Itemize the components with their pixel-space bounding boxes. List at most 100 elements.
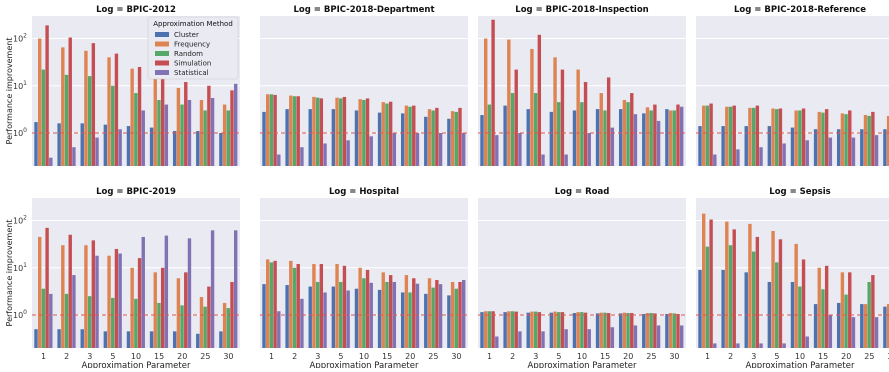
bar-frequency: [771, 231, 775, 348]
bar-random: [269, 262, 274, 348]
bar-simulation: [560, 69, 565, 166]
bar-simulation: [207, 286, 211, 348]
bar-statistical: [118, 129, 122, 166]
legend-title: Approximation Method: [153, 20, 233, 28]
bar-frequency: [863, 304, 868, 348]
bar-frequency: [817, 267, 821, 348]
bar-frequency: [702, 213, 706, 348]
bar-random: [408, 292, 412, 348]
legend-swatch-random: [155, 51, 169, 56]
bar-random: [580, 102, 584, 166]
bar-random: [728, 106, 733, 166]
bar-statistical: [495, 336, 499, 348]
bar-random: [431, 110, 435, 166]
legend-label-frequency: Frequency: [174, 41, 210, 49]
bar-statistical: [851, 137, 856, 166]
x-tick-label: 1: [269, 352, 274, 361]
bar-frequency: [748, 223, 752, 348]
bar-random: [728, 245, 733, 348]
bar-statistical: [233, 230, 238, 348]
bar-simulation: [91, 240, 96, 348]
bar-cluster: [196, 131, 200, 166]
bar-frequency: [748, 107, 752, 166]
bar-cluster: [572, 110, 577, 166]
bar-cluster: [744, 272, 748, 348]
bar-random: [226, 110, 230, 166]
bar-cluster: [860, 129, 864, 166]
bar-frequency: [840, 272, 845, 348]
bar-statistical: [679, 106, 684, 166]
bar-simulation: [653, 313, 657, 348]
bar-cluster: [813, 129, 818, 166]
bar-frequency: [427, 278, 432, 348]
bar-frequency: [886, 115, 889, 166]
x-tick-label: 25: [864, 352, 874, 361]
bar-simulation: [114, 248, 119, 348]
bar-statistical: [72, 275, 76, 348]
bar-simulation: [755, 105, 760, 166]
panel-log-bpic-2018-department: Log = BPIC-2018-Department: [260, 5, 468, 166]
bar-statistical: [679, 325, 684, 348]
x-tick-label: 1: [41, 352, 46, 361]
bar-statistical: [828, 314, 833, 348]
bar-random: [798, 110, 802, 166]
bar-random: [821, 112, 825, 166]
bar-random: [510, 311, 515, 348]
bar-frequency: [38, 38, 42, 166]
bar-statistical: [95, 137, 99, 166]
legend: Approximation Method Cluster FrequencyRand…: [147, 16, 239, 80]
bar-statistical: [587, 329, 591, 348]
bar-statistical: [874, 317, 879, 348]
bar-frequency: [840, 113, 845, 166]
x-tick-label: 5: [338, 352, 343, 361]
bar-simulation: [114, 53, 119, 167]
x-tick-label: 30: [887, 352, 889, 361]
bar-random: [111, 297, 115, 348]
bar-cluster: [34, 122, 38, 166]
bar-random: [705, 246, 710, 348]
bar-frequency: [427, 109, 432, 166]
bar-simulation: [160, 267, 165, 348]
bar-cluster: [354, 288, 359, 348]
bar-statistical: [187, 238, 192, 348]
bar-random: [431, 287, 435, 348]
bar-cluster: [642, 313, 646, 348]
bar-cluster: [595, 109, 600, 166]
bar-cluster: [331, 286, 336, 348]
bar-simulation: [778, 108, 783, 166]
bar-cluster: [196, 333, 200, 348]
bar-cluster: [836, 129, 841, 166]
bar-cluster: [400, 292, 405, 348]
bar-random: [775, 262, 779, 348]
bar-statistical: [300, 147, 304, 166]
bar-simulation: [514, 311, 518, 348]
bar-frequency: [794, 110, 798, 166]
bar-statistical: [164, 104, 169, 166]
bar-statistical: [118, 253, 122, 348]
legend-swatch-frequency: [155, 41, 169, 47]
y-axis-label: Performance improvement: [5, 220, 14, 327]
bar-statistical: [541, 154, 545, 166]
bar-statistical: [461, 132, 466, 166]
bar-simulation: [45, 25, 49, 167]
bar-statistical: [392, 132, 397, 166]
bar-cluster: [480, 312, 484, 348]
bar-frequency: [576, 312, 580, 348]
bar-frequency: [576, 69, 580, 166]
bar-random: [672, 110, 676, 166]
bar-cluster: [57, 123, 61, 166]
bar-statistical: [828, 137, 833, 166]
bar-cluster: [126, 331, 131, 348]
bar-simulation: [184, 82, 188, 166]
bar-frequency: [450, 111, 455, 166]
bar-cluster: [698, 269, 702, 348]
legend-label-random: Random: [174, 50, 203, 58]
bar-cluster: [480, 115, 484, 166]
bar-simulation: [412, 105, 416, 166]
bar-simulation: [365, 269, 370, 348]
x-tick-label: 25: [646, 352, 656, 361]
bar-statistical: [141, 236, 145, 348]
bar-statistical: [782, 343, 786, 348]
bar-cluster: [308, 109, 312, 166]
